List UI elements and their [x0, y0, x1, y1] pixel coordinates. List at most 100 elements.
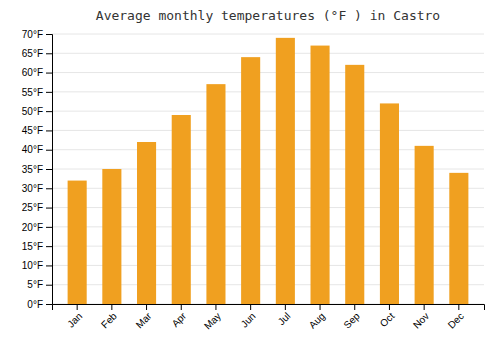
y-tick-label: 10°F [22, 260, 43, 271]
bar [311, 46, 330, 304]
x-tick: Jan [65, 304, 84, 330]
y-tick-label: 40°F [22, 144, 43, 155]
y-tick: 5°F [27, 279, 52, 290]
x-tick-label: Jul [276, 310, 293, 327]
y-tick-label: 65°F [22, 48, 43, 59]
y-tick-label: 50°F [22, 106, 43, 117]
x-tick-label: Jun [239, 310, 258, 329]
y-tick-mark [46, 150, 52, 151]
y-tick: 60°F [22, 67, 52, 78]
grid [52, 34, 484, 304]
x-tick: Oct [378, 304, 397, 329]
grid-line [52, 53, 484, 54]
x-tick: Feb [99, 304, 119, 330]
x-tick-label: Apr [170, 310, 189, 329]
x-tick-mark [250, 304, 251, 310]
y-tick: 40°F [22, 144, 52, 155]
y-tick: 35°F [22, 164, 52, 175]
y-tick-label: 70°F [22, 29, 43, 40]
x-tick-label: May [202, 310, 223, 331]
bar [137, 142, 156, 304]
x-tick-mark [111, 304, 112, 310]
y-tick-mark [46, 265, 52, 266]
x-tick-label: Jan [65, 310, 84, 329]
y-tick-label: 15°F [22, 241, 43, 252]
y-tick-label: 5°F [27, 279, 43, 290]
x-tick-mark [285, 304, 286, 310]
y-tick: 20°F [22, 222, 52, 233]
x-tick-mark [181, 304, 182, 310]
bar [415, 146, 434, 304]
y-tick: 55°F [22, 87, 52, 98]
y-tick: 15°F [22, 241, 52, 252]
grid-line [52, 111, 484, 112]
x-tick: May [202, 304, 223, 332]
y-tick: 25°F [22, 202, 52, 213]
x-tick-mark [77, 304, 78, 310]
y-tick-label: 55°F [22, 87, 43, 98]
x-axis-line [53, 305, 485, 311]
bar [241, 57, 260, 304]
y-tick-mark [46, 34, 52, 35]
bar [449, 173, 468, 304]
y-tick-mark [46, 246, 52, 247]
y-tick: 0°F [27, 299, 52, 310]
x-tick-mark [458, 304, 459, 310]
y-tick: 65°F [22, 48, 52, 59]
y-tick: 70°F [22, 29, 52, 40]
x-tick-mark [320, 304, 321, 310]
grid-line [52, 72, 484, 73]
y-tick-label: 25°F [22, 202, 43, 213]
x-tick: Mar [134, 304, 154, 330]
x-tick: Dec [446, 304, 466, 331]
y-tick-mark [46, 73, 52, 74]
y-tick-label: 20°F [22, 222, 43, 233]
y-tick-mark [46, 304, 52, 305]
y-tick-mark [46, 169, 52, 170]
y-tick-mark [46, 285, 52, 286]
chart-svg: 0°F 5°F 10°F 15°F 20°F 25°F 30°F 35°F 40°F 45°F 50… [0, 0, 500, 350]
y-tick-label: 35°F [22, 164, 43, 175]
y-tick: 45°F [22, 125, 52, 136]
x-axis: Jan Feb Mar Apr May Jun Jul Aug Sep Oct Nov Dec [53, 304, 485, 332]
y-tick-mark [46, 208, 52, 209]
x-tick: Jul [276, 304, 293, 327]
x-tick-label: Nov [411, 310, 431, 330]
y-tick-mark [46, 188, 52, 189]
x-tick-mark [215, 304, 216, 310]
x-tick-label: Mar [134, 310, 154, 330]
y-tick-mark [46, 92, 52, 93]
y-tick-mark [46, 227, 52, 228]
y-tick: 10°F [22, 260, 52, 271]
x-tick: Aug [307, 304, 327, 331]
chart-title: Average monthly temperatures (°F ) in Ca… [96, 8, 440, 23]
plot-area: 0°F 5°F 10°F 15°F 20°F 25°F 30°F 35°F 40°F 45°F 50… [22, 29, 485, 332]
bar [102, 169, 121, 304]
y-axis: 0°F 5°F 10°F 15°F 20°F 25°F 30°F 35°F 40°F 45°F 50… [22, 29, 53, 310]
bar [68, 181, 87, 304]
x-tick: Jun [239, 304, 258, 330]
y-tick: 50°F [22, 106, 52, 117]
x-tick-mark [146, 304, 147, 310]
x-tick-mark [354, 304, 355, 310]
y-tick-mark [46, 130, 52, 131]
grid-line [52, 34, 484, 35]
grid-line [52, 130, 484, 131]
grid-line [52, 91, 484, 92]
y-tick-label: 30°F [22, 183, 43, 194]
y-tick-label: 0°F [27, 299, 43, 310]
y-tick-label: 45°F [22, 125, 43, 136]
y-tick-label: 60°F [22, 67, 43, 78]
x-tick: Sep [341, 304, 362, 331]
bar [206, 84, 225, 304]
bar [380, 103, 399, 304]
y-tick-mark [46, 53, 52, 54]
chart-container: 0°F 5°F 10°F 15°F 20°F 25°F 30°F 35°F 40°F 45°F 50… [0, 0, 500, 350]
x-tick-label: Sep [341, 310, 362, 331]
x-tick: Nov [411, 304, 431, 331]
bar [345, 65, 364, 304]
y-tick-mark [46, 111, 52, 112]
x-tick-mark [389, 304, 390, 310]
x-tick-label: Aug [307, 310, 327, 330]
x-tick-label: Feb [99, 310, 119, 330]
